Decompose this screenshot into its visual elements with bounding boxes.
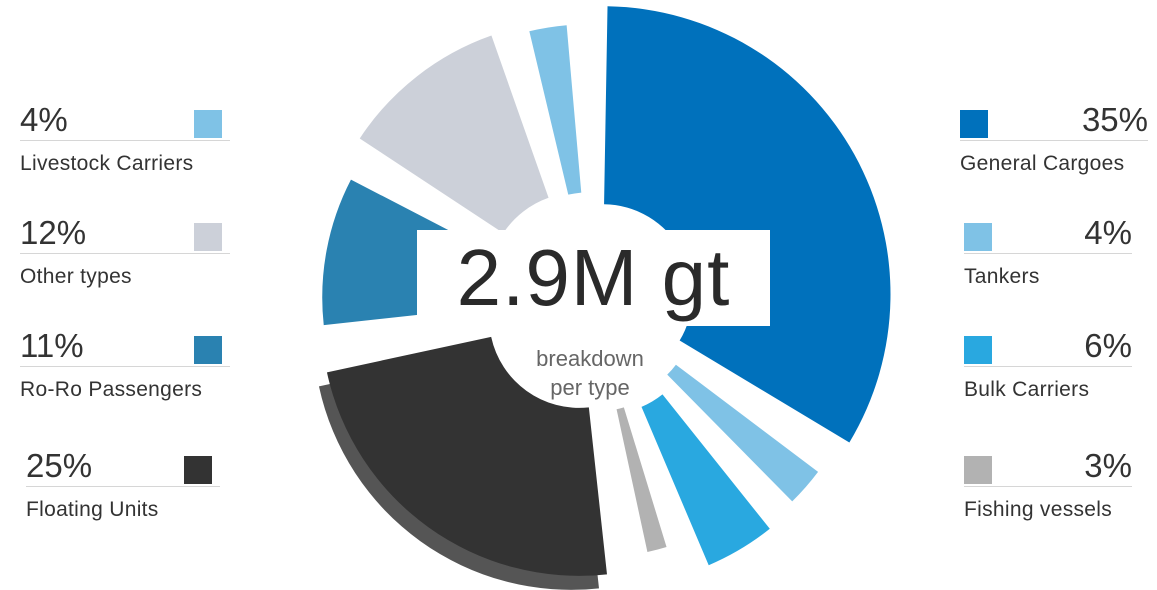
slice-fishing-vessels — [616, 407, 667, 552]
legend-label: Ro-Ro Passengers — [20, 378, 203, 401]
legend-swatch — [184, 456, 212, 484]
legend-label: Bulk Carriers — [964, 378, 1090, 401]
legend-swatch — [960, 110, 988, 138]
center-subtitle-line2: per type — [550, 375, 630, 400]
legend-item-general-cargoes: 35% General Cargoes — [960, 100, 1148, 190]
legend-swatch — [964, 456, 992, 484]
slice-general-cargoes — [604, 6, 891, 443]
legend-percent: 6% — [1084, 327, 1132, 364]
legend-divider — [964, 253, 1132, 254]
legend-label: Fishing vessels — [964, 498, 1113, 521]
legend-label: General Cargoes — [960, 152, 1125, 175]
center-total-box: 2.9M gt — [417, 230, 770, 326]
legend-item-livestock-carriers: 4% Livestock Carriers — [20, 100, 230, 190]
legend-percent: 25% — [26, 447, 93, 484]
legend-divider — [964, 486, 1132, 487]
legend-label: Tankers — [964, 265, 1040, 288]
legend-percent: 35% — [1081, 101, 1148, 138]
legend-divider — [20, 140, 230, 141]
legend-label: Floating Units — [26, 498, 159, 521]
legend-percent: 11% — [20, 327, 84, 364]
slice-tankers — [667, 364, 819, 502]
legend-percent: 3% — [1084, 447, 1132, 484]
legend-percent: 4% — [1084, 214, 1132, 251]
legend-item-tankers: 4% Tankers — [964, 213, 1132, 303]
legend-divider — [964, 366, 1132, 367]
center-subtitle-line1: breakdown — [536, 346, 644, 371]
legend-label: Other types — [20, 265, 132, 288]
legend-swatch — [964, 223, 992, 251]
legend-swatch — [964, 336, 992, 364]
slice-other-types — [359, 35, 549, 234]
center-total-value: 2.9M gt — [456, 233, 731, 322]
legend-label: Livestock Carriers — [20, 152, 194, 175]
legend-swatch — [194, 336, 222, 364]
legend-divider — [960, 140, 1148, 141]
legend-item-floating-units: 25% Floating Units — [26, 446, 220, 536]
legend-divider — [20, 253, 230, 254]
slice-livestock-carriers — [529, 25, 582, 195]
legend-swatch — [194, 110, 222, 138]
legend-item-other-types: 12% Other types — [20, 213, 230, 303]
legend-divider — [26, 486, 220, 487]
legend-item-fishing-vessels: 3% Fishing vessels — [964, 446, 1132, 536]
legend-swatch — [194, 223, 222, 251]
legend-item-ro-ro-passengers: 11% Ro-Ro Passengers — [20, 326, 230, 416]
legend-percent: 4% — [20, 101, 68, 138]
slice-bulk-carriers — [641, 394, 770, 566]
legend-percent: 12% — [20, 214, 87, 251]
legend-item-bulk-carriers: 6% Bulk Carriers — [964, 326, 1132, 416]
center-subtitle: breakdown per type — [480, 344, 700, 402]
legend-divider — [20, 366, 230, 367]
slice-floating-units — [326, 336, 607, 576]
